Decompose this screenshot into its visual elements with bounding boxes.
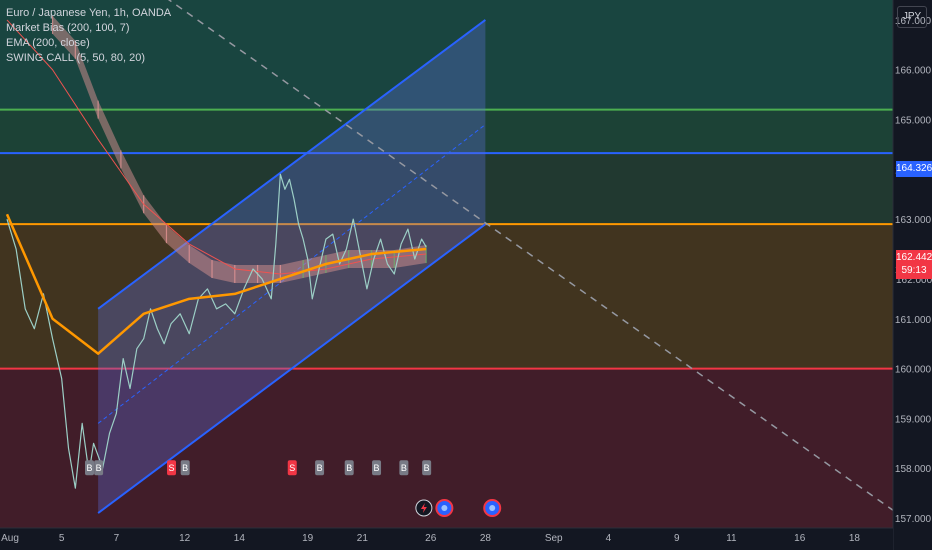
signal-marker-5 — [315, 460, 325, 476]
signal-marker-6 — [344, 460, 354, 476]
ytick-3: 160.000 — [895, 365, 932, 376]
xtick-3: 12 — [179, 533, 191, 544]
signal-marker-1 — [94, 460, 104, 476]
currency-badge[interactable]: JPY — [897, 6, 927, 28]
time-axis[interactable]: Aug 5 7 12 14 19 21 26 28 Sep 4 9 11 16 18 — [0, 527, 893, 550]
horizontal-levels[interactable] — [0, 0, 893, 370]
channel-mid — [97, 124, 486, 424]
ytick-9: 166.000 — [895, 66, 932, 77]
signal-marker-4 — [287, 460, 297, 476]
xtick-2: 7 — [114, 533, 120, 544]
xtick-12: 11 — [726, 533, 737, 544]
legend-swing-call[interactable]: SWING CALL (5, 50, 80, 20) — [6, 52, 145, 64]
signal-marker-3 — [180, 460, 190, 476]
signal-marker-8 — [399, 460, 409, 476]
blue-line-price-label: 164.326 — [896, 161, 932, 177]
ytick-1: 158.000 — [895, 464, 932, 475]
signal-label-3: B — [182, 463, 188, 473]
channel-upper — [97, 19, 486, 310]
xtick-9: Sep — [545, 533, 563, 544]
calendar-event-dot-1 — [441, 505, 448, 511]
chart-legend: Euro / Japanese Yen, 1h, OANDA Market Bi… — [6, 6, 171, 66]
signal-marker-7 — [372, 460, 382, 476]
hidden-price-label: 162.000 — [896, 275, 932, 286]
legend-symbol[interactable]: Euro / Japanese Yen, 1h, OANDA — [6, 7, 172, 19]
xtick-10: 4 — [606, 533, 612, 544]
xtick-13: 16 — [794, 533, 806, 544]
signal-label-9: B — [424, 463, 430, 473]
xtick-4: 14 — [234, 533, 246, 544]
signal-marker-9 — [422, 460, 432, 476]
last-price-value: 162.442 — [896, 252, 932, 263]
signal-label-6: B — [346, 463, 352, 473]
bias-band-fill — [52, 15, 427, 283]
signal-label-8: B — [401, 463, 407, 473]
legend-market-bias[interactable]: Market Bias (200, 100, 7) — [6, 22, 130, 34]
ema-line — [5, 213, 427, 355]
signal-label-4: S — [289, 463, 295, 473]
market-bias-line — [6, 19, 427, 275]
xtick-14: 18 — [849, 533, 861, 544]
ytick-8: 165.000 — [895, 116, 932, 127]
calendar-event-dot-2 — [489, 505, 496, 511]
signal-label-2: S — [169, 463, 175, 473]
ytick-0: 157.000 — [895, 514, 932, 525]
time-axis-bg — [0, 528, 893, 550]
signal-marker-2 — [167, 460, 177, 476]
ytick-10: 167.000 — [895, 16, 932, 27]
signal-label-7: B — [374, 463, 380, 473]
zone-1 — [0, 109, 893, 154]
bar-countdown: 59:13 — [901, 265, 927, 276]
signal-label-0: B — [87, 463, 93, 473]
xtick-11: 9 — [674, 533, 680, 544]
signal-label-1: B — [96, 463, 102, 473]
xtick-6: 21 — [357, 533, 369, 544]
ytick-4: 161.000 — [895, 315, 932, 326]
ytick-2: 159.000 — [895, 414, 932, 425]
ytick-6: 163.000 — [895, 215, 932, 226]
zone-0 — [0, 0, 893, 110]
channel-lower — [97, 223, 486, 514]
signal-label-5: B — [317, 463, 323, 473]
xtick-0: Aug — [1, 533, 19, 544]
xtick-5: 19 — [302, 533, 314, 544]
last-price-label: 162.442 59:13 — [896, 250, 932, 279]
xtick-8: 28 — [480, 533, 492, 544]
legend-ema[interactable]: EMA (200, close) — [6, 37, 90, 49]
flash-bolt-icon — [420, 503, 427, 513]
event-icons[interactable] — [415, 499, 502, 517]
signal-marker-0 — [85, 460, 95, 476]
xtick-7: 26 — [425, 533, 437, 544]
zone-3 — [0, 224, 893, 369]
xtick-1: 5 — [59, 533, 65, 544]
